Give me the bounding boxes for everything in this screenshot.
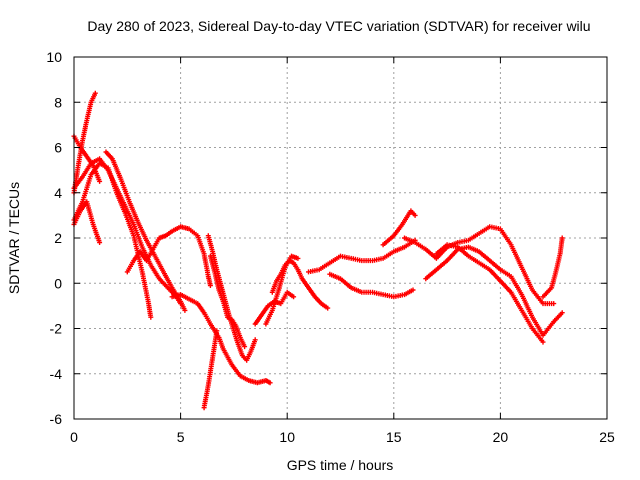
y-tick-label: 8 [54,94,62,110]
series-arc-21 [540,235,565,300]
axis-ticks: 0 5 10 15 20 25 -6 -4 -2 0 2 4 6 8 10 [46,49,615,445]
x-tick-label: 20 [493,429,509,445]
y-tick-label: -2 [50,321,63,337]
data-point-markers [327,271,416,300]
series-arc-16 [327,271,416,300]
data-point-markers [380,208,418,248]
y-tick-label: 4 [54,185,62,201]
series-arc-10 [201,328,220,411]
data-point-markers [433,242,546,345]
x-tick-label: 0 [70,429,78,445]
series-arc-17 [380,208,418,248]
series-arc-20 [433,242,546,345]
y-tick-label: 2 [54,230,62,246]
series-arc-18 [402,224,557,307]
series-arc-14 [263,253,301,327]
y-tick-label: 0 [54,275,62,291]
data-point-markers [103,149,188,313]
x-axis-label: GPS time / hours [287,457,394,473]
data-point-markers [124,224,213,288]
x-tick-label: 10 [279,429,295,445]
y-tick-label: -4 [50,366,63,382]
y-tick-label: 10 [46,49,62,65]
data-point-markers [402,224,557,307]
data-point-markers [263,253,301,327]
series-arc-15 [306,237,418,275]
series-arc-6 [103,149,188,313]
y-tick-label: -6 [50,411,63,427]
y-tick-label: 6 [54,140,62,156]
data-point-markers [540,235,565,300]
series-arc-7 [124,224,213,288]
series-arc-11 [205,233,258,363]
data-point-markers [201,328,220,411]
chart-title: Day 280 of 2023, Sidereal Day-to-day VTE… [87,18,590,34]
x-tick-label: 5 [177,429,185,445]
y-axis-label: SDTVAR / TECUs [6,182,22,294]
data-point-markers [306,237,418,275]
data-point-markers [205,233,258,363]
x-tick-label: 25 [599,429,615,445]
grid-lines [74,57,607,419]
x-tick-label: 15 [386,429,402,445]
